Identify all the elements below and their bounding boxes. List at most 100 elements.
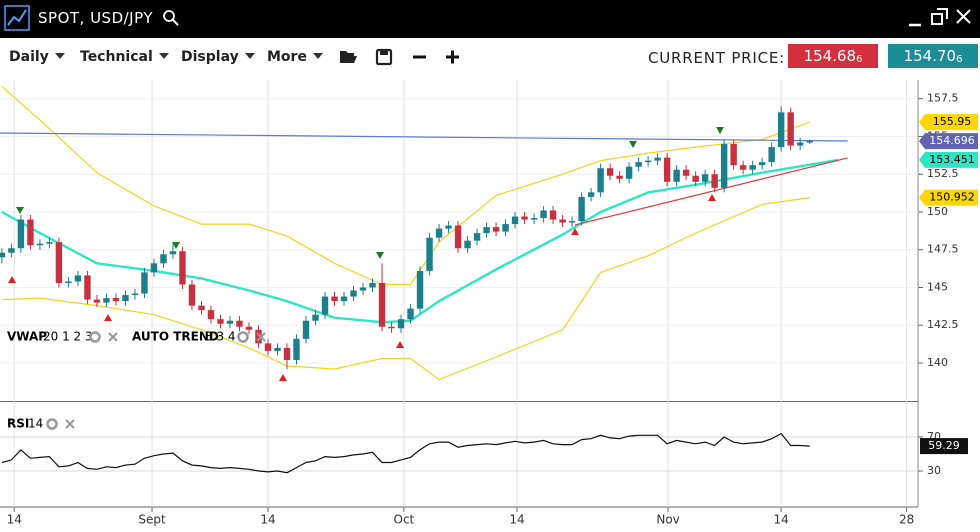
x-tick-label: Sept [138,513,166,527]
candle-body [65,281,72,283]
y-tick-label: 157.5 [927,92,959,105]
restore-back [937,8,948,19]
candle-body [426,237,433,271]
signal-down [376,252,384,259]
search-icon[interactable] [163,10,175,22]
trendline [574,157,848,226]
candle-body [768,147,775,163]
candle-body [758,162,766,166]
candle-body [188,284,196,306]
close-icon[interactable] [256,332,266,342]
candle-body [274,347,281,351]
settings-icon[interactable] [237,331,249,343]
candle-body [454,225,462,249]
candle-body [416,270,424,309]
signal-up [104,314,112,321]
bid-main: 154.68 [803,47,857,65]
legend-name: AUTO TREND [132,330,219,344]
candle-body [179,251,186,285]
logo-line [7,9,27,26]
candle-body [606,168,614,176]
candle-body [226,320,234,324]
x-tick-label: 28 [899,513,914,527]
candle-body [435,228,443,238]
save-icon[interactable] [375,48,393,66]
candle-body [445,225,452,229]
legend-params: 14 [28,417,43,431]
candle-body [236,320,243,327]
candle-body [378,282,386,327]
candle-body [616,175,623,179]
candle-body [711,174,718,188]
candle-body [160,254,167,264]
rsi-line [1,432,810,474]
caret [158,53,169,59]
x-tick-label: Nov [656,513,679,527]
open-icon[interactable] [340,51,357,63]
candle-body [293,338,300,360]
candle-body [131,293,139,296]
ask-price[interactable]: 154.706 [888,44,978,68]
title-bar: SPOT, USD/JPY [0,0,980,38]
rsi-value-box [920,438,968,455]
settings-icon[interactable] [46,418,58,430]
candle-body [492,227,500,232]
close[interactable] [956,9,971,24]
restore[interactable] [931,13,943,25]
candle-body [74,275,82,282]
caret [54,53,65,59]
candle-body [568,221,576,223]
x-tick-label: 14 [509,513,524,527]
candle-body [27,219,34,246]
candle-body [8,248,15,253]
candle-body [549,210,557,220]
candle-body [483,227,490,234]
menu-label: Technical [80,49,153,65]
price-tag [919,133,978,150]
legend-name: VWAP [7,330,47,344]
candle-body [502,224,509,232]
x-tick-label: 14 [7,513,22,527]
candle-body [587,192,595,197]
candle-body [397,319,405,329]
price-tag [919,114,978,131]
menu[interactable]: Technical [80,49,169,65]
candle-body [198,305,205,311]
y-tick-label: 30 [927,464,941,477]
candle-body [217,319,224,324]
candle-body [635,162,642,167]
menu[interactable]: More [267,49,323,65]
y-tick-label: 142.5 [927,318,959,331]
candle-body [578,196,585,222]
candle-body [207,310,215,320]
menu[interactable]: Display [181,49,255,65]
candle-body [36,243,44,246]
y-tick-label: 147.5 [927,243,959,256]
close-icon[interactable] [65,419,75,429]
bid-pip: 6 [856,54,863,65]
x-tick-label: 14 [260,513,275,527]
close-icon[interactable] [108,332,118,342]
rsi-value-label: 59.29 [928,439,960,452]
legend-params: 3 3 4 [205,330,236,344]
candle-body [255,329,262,344]
toolbar: Daily Technical Display More CURRENT PRI… [0,38,980,78]
candle-body [739,165,747,170]
y-tick-label: 152.5 [927,167,959,180]
candle-body [112,298,120,302]
signals [8,127,724,381]
zoom-in[interactable] [446,50,459,64]
candle-body [17,219,25,249]
candle-body [625,166,633,179]
candle-body [369,282,376,288]
caret [312,53,323,59]
signal-up [8,276,16,283]
candle-body [559,219,566,223]
candle-body [340,296,348,302]
bid-price[interactable]: 154.686 [788,44,878,68]
settings-icon[interactable] [89,331,101,343]
logo [4,5,30,31]
menu[interactable]: Daily [9,49,65,65]
ask-pip: 6 [956,54,963,65]
y-tick-label: 150 [927,205,948,218]
